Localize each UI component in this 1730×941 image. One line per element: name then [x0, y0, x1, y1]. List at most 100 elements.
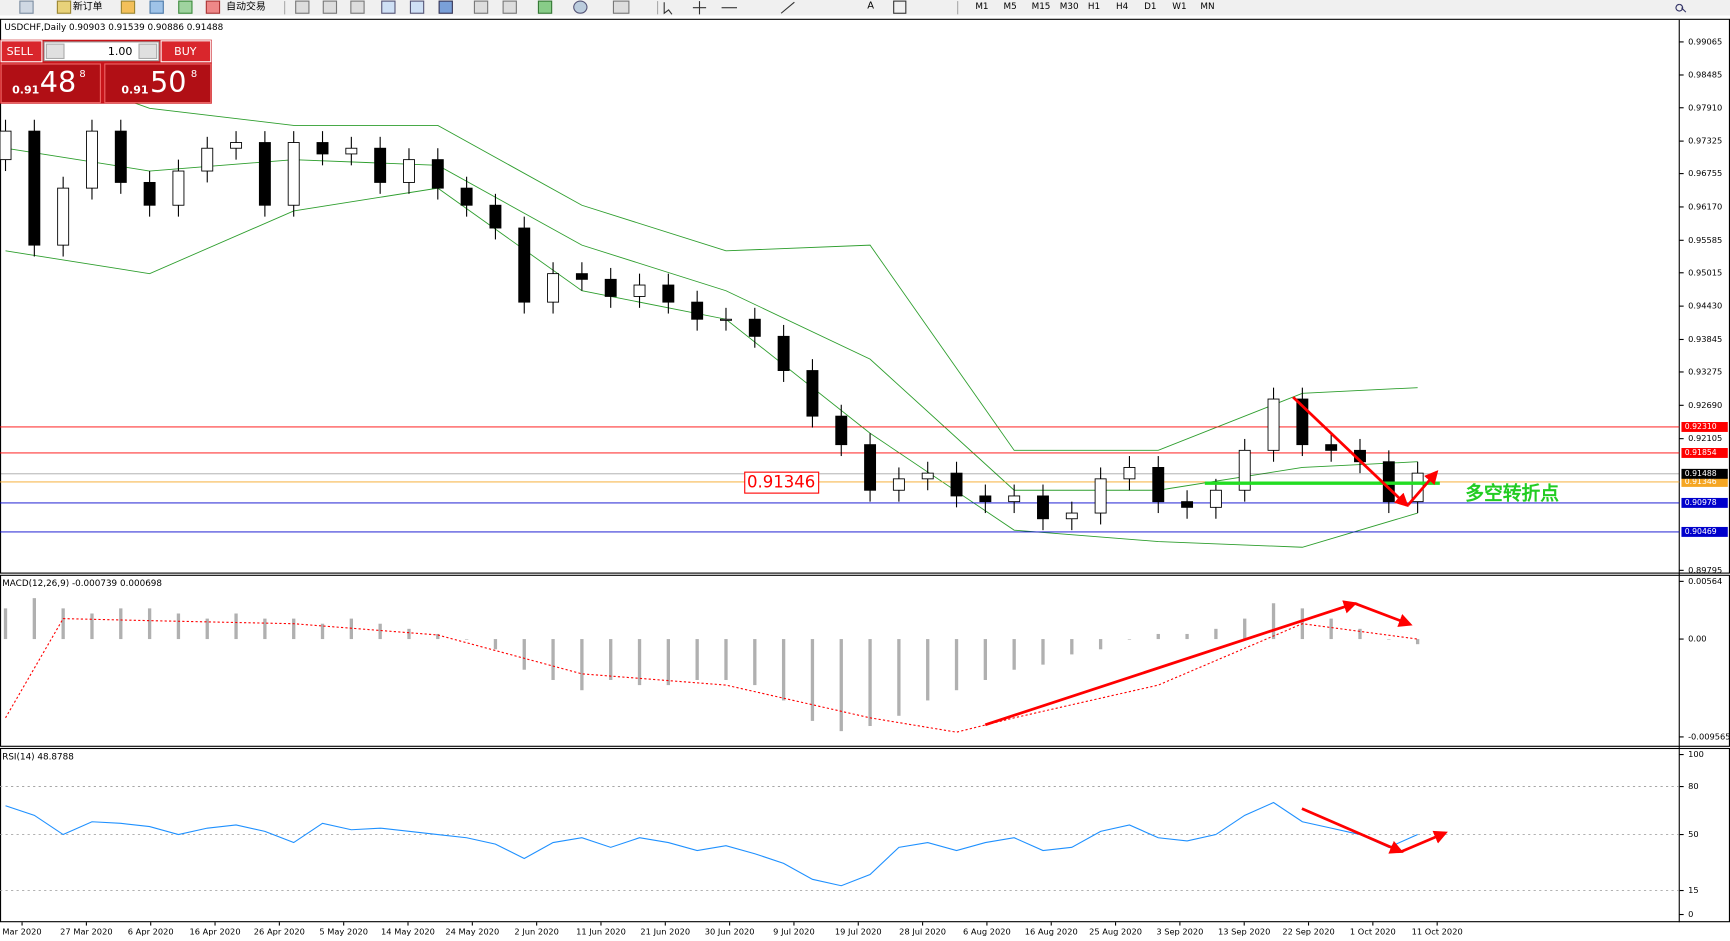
label-tool[interactable]	[893, 0, 907, 14]
macd-bar	[320, 623, 325, 640]
macd-bar	[1243, 618, 1247, 640]
candle-body	[777, 335, 790, 371]
macd-bar	[234, 613, 238, 640]
macd-bar	[983, 639, 988, 680]
candle-body	[1238, 449, 1251, 491]
ask-box[interactable]	[104, 63, 212, 104]
macd-bar	[263, 618, 267, 640]
macd-bar	[839, 639, 843, 732]
toolbar-icon[interactable]	[205, 0, 221, 14]
toolbar-button[interactable]: 新订单	[73, 0, 103, 13]
toolbar-icon[interactable]	[120, 0, 136, 14]
x-tick-label: 5 May 2020	[319, 927, 368, 937]
buy-button[interactable]	[160, 40, 212, 63]
level-label: 0.91854	[1685, 448, 1717, 457]
timeframe-button[interactable]: M15	[1032, 2, 1051, 12]
macd-bar	[292, 618, 296, 640]
x-tick-label: 3 Sep 2020	[1156, 927, 1203, 937]
macd-bar	[493, 639, 498, 650]
lot-field[interactable]	[43, 41, 160, 62]
buy-label: BUY	[174, 45, 197, 58]
timeframe-button[interactable]: W1	[1172, 2, 1186, 12]
y-tick-label: -0.009565	[1688, 731, 1730, 741]
crosshair-tool[interactable]	[692, 1, 707, 15]
toolbar-icon[interactable]	[612, 0, 630, 14]
lot-down[interactable]	[45, 43, 65, 60]
x-tick-label: 11 Jun 2020	[576, 927, 626, 937]
toolbar: A 新订单 自动交易 M1 M5 M15 M30 H1 H4 D1 W1 MN	[0, 0, 1730, 16]
x-tick-label: 1 Oct 2020	[1350, 927, 1396, 937]
x-tick-label: 2 Jun 2020	[514, 927, 558, 937]
macd-bar	[407, 628, 411, 640]
toolbar-icon[interactable]	[56, 0, 72, 14]
candle-body	[460, 187, 473, 206]
macd-bar	[1387, 639, 1391, 640]
search-icon[interactable]	[1675, 3, 1687, 13]
macd-bar	[61, 608, 65, 640]
y-tick-label: 0.97325	[1688, 136, 1722, 146]
candle-body	[720, 318, 732, 321]
timeframe-button[interactable]: D1	[1144, 2, 1156, 12]
text-tool[interactable]: A	[867, 1, 874, 12]
toolbar-icon[interactable]	[502, 0, 517, 14]
candle-body	[258, 142, 271, 206]
trendline-tool[interactable]	[780, 1, 795, 14]
timeframe-button[interactable]: H4	[1116, 2, 1129, 12]
macd-bar	[580, 639, 584, 691]
toolbar-icon[interactable]	[295, 0, 310, 14]
macd-bar	[781, 639, 786, 701]
x-tick-label: 16 Aug 2020	[1025, 927, 1078, 937]
y-tick-label: 0.92690	[1688, 400, 1722, 410]
rsi-panel	[0, 747, 1730, 923]
y-tick-label: 80	[1688, 781, 1699, 791]
toolbar-icon[interactable]	[409, 0, 425, 14]
bid-prefix: 0.91	[12, 83, 39, 96]
macd-title: MACD(12,26,9) -0.000739 0.000698	[2, 579, 162, 589]
x-tick-label: Mar 2020	[2, 927, 41, 937]
cursor-tool[interactable]	[663, 2, 673, 15]
candle-body	[547, 273, 560, 303]
macd-bar	[205, 618, 209, 640]
x-tick-label: 13 Sep 2020	[1218, 927, 1270, 937]
toolbar-icon[interactable]	[381, 0, 396, 14]
x-tick-label: 27 Mar 2020	[60, 927, 112, 937]
candle-body	[691, 301, 704, 320]
lot-up[interactable]	[138, 43, 158, 60]
bid-box[interactable]	[0, 63, 101, 104]
bid-small: 8	[79, 69, 85, 80]
y-tick-label: 50	[1688, 829, 1699, 839]
toolbar-icon[interactable]	[149, 0, 164, 14]
x-tick-label: 21 Jun 2020	[640, 927, 690, 937]
macd-panel	[0, 574, 1730, 747]
y-tick-label: 0	[1688, 909, 1693, 919]
candle-body	[892, 478, 905, 491]
toolbar-icon[interactable]	[350, 0, 365, 14]
macd-bar	[695, 639, 699, 680]
x-tick-label: 25 Aug 2020	[1089, 927, 1142, 937]
toolbar-icon[interactable]	[537, 0, 553, 14]
main-panel	[0, 18, 1730, 574]
bollinger-upper	[5, 56, 1418, 451]
timeframe-button[interactable]: M1	[975, 2, 988, 12]
toolbar-icon[interactable]	[438, 0, 453, 14]
x-tick-label: 6 Apr 2020	[128, 927, 174, 937]
level-label-bg	[1681, 422, 1728, 432]
toolbar-icon[interactable]	[473, 0, 489, 14]
candle-body	[1094, 478, 1107, 514]
candle-body	[403, 159, 415, 183]
candle-body	[287, 142, 300, 206]
level-label-bg	[1681, 526, 1728, 537]
toolbar-icon[interactable]	[178, 0, 193, 14]
toolbar-icon[interactable]	[19, 0, 34, 14]
timeframe-button[interactable]: M5	[1003, 2, 1016, 12]
toolbar-button[interactable]: 自动交易	[226, 0, 266, 13]
toolbar-icon[interactable]	[322, 0, 338, 14]
timeframe-button[interactable]: M30	[1060, 2, 1079, 12]
sell-button[interactable]	[0, 40, 43, 63]
toolbar-icon[interactable]	[573, 0, 588, 14]
macd-bar	[609, 639, 613, 680]
candle-body	[28, 130, 41, 246]
timeframe-button[interactable]: H1	[1088, 2, 1100, 12]
lot-value: 1.00	[108, 45, 133, 58]
timeframe-button[interactable]: MN	[1200, 2, 1214, 12]
